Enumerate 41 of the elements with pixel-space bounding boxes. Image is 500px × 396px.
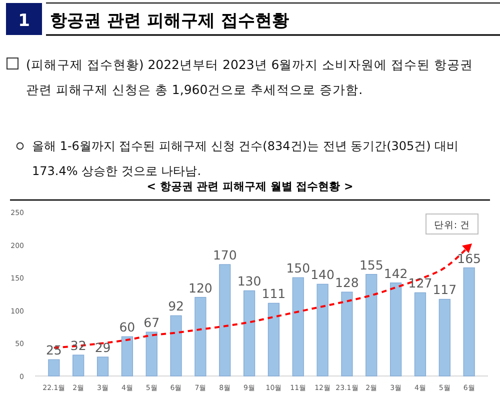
text: (피해구제 접수현황) 2022년부터 2023년 6월까지 소비자원에 접수된 항공권 관련 피해구제 신청은 총 1,960건으로 추세적으로 증가함.	[26, 57, 474, 97]
bar	[96, 356, 109, 376]
bar	[438, 298, 450, 376]
chart-title: 항공권 관련 피해구제 접수현황	[50, 11, 289, 31]
bar	[243, 290, 256, 376]
data-label: 165	[457, 250, 482, 266]
data-label: 60	[119, 320, 136, 335]
data-label: 155	[359, 257, 384, 272]
bar	[170, 315, 182, 376]
data-label: 150	[286, 260, 310, 276]
data-label: 120	[188, 280, 212, 296]
data-label: 142	[384, 266, 408, 281]
bar	[341, 292, 353, 376]
data-label: 170	[212, 247, 237, 262]
data-label: 127	[408, 276, 432, 291]
bar	[72, 354, 84, 376]
data-label: 128	[335, 275, 359, 290]
data-label: 117	[432, 282, 457, 298]
bar	[146, 332, 158, 376]
bar	[219, 264, 231, 376]
bar	[292, 277, 304, 376]
data-label: 111	[262, 286, 286, 302]
data-label: 130	[237, 274, 262, 289]
annotation: 단위: 건	[434, 220, 470, 231]
text: 올해 1-6월까지 접수된 피해구제 신청 건수(834건)는 전년 동기간(305건) 대비 173.4% 상승한 것으로 나타남.	[32, 139, 459, 178]
data-label: 67	[144, 315, 160, 330]
chart-subtitle: < 항공권 관련 피해구제 월별 접수현황 >	[146, 180, 354, 193]
bar	[121, 336, 133, 376]
data-label: 29	[94, 340, 111, 355]
bar	[48, 359, 60, 376]
bar	[414, 292, 426, 376]
bar	[194, 296, 206, 376]
bar	[316, 284, 328, 376]
data-label: 92	[168, 298, 184, 314]
data-label: 140	[310, 267, 335, 282]
data-label: 25	[46, 342, 62, 358]
bar	[463, 267, 475, 376]
bar	[366, 274, 378, 376]
text: 1	[18, 11, 30, 31]
bar	[268, 302, 280, 376]
bar	[390, 282, 402, 376]
